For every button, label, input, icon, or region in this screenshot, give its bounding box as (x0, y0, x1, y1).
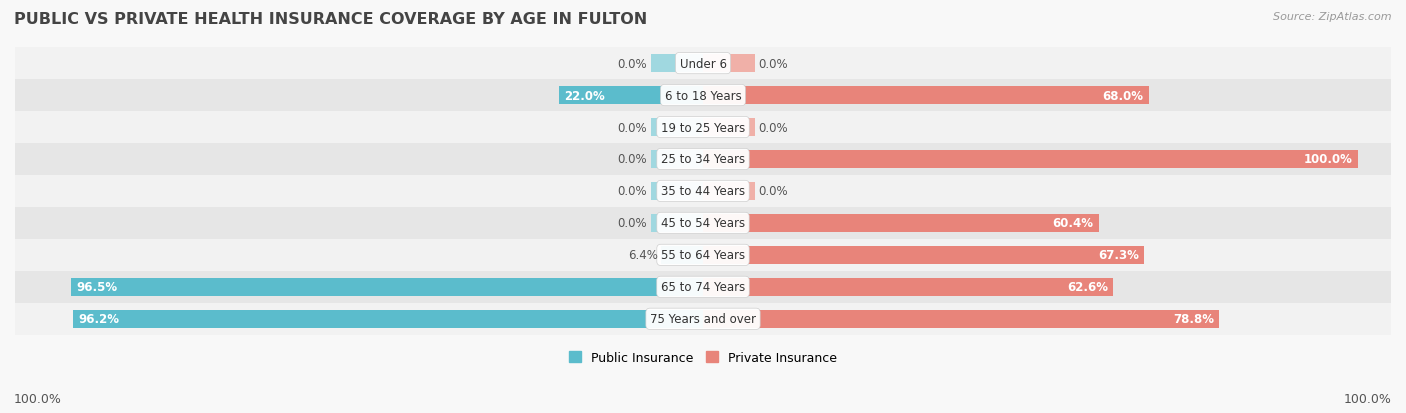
Bar (0, 207, 1406, 239)
Text: 62.6%: 62.6% (1067, 281, 1108, 294)
Bar (703, 278, 1114, 296)
Bar (651, 151, 703, 169)
Text: 0.0%: 0.0% (617, 121, 647, 134)
Text: 0.0%: 0.0% (759, 57, 789, 71)
Bar (703, 55, 755, 73)
Text: 6 to 18 Years: 6 to 18 Years (665, 89, 741, 102)
Bar (703, 247, 1144, 264)
Bar (651, 183, 703, 200)
Text: 0.0%: 0.0% (617, 217, 647, 230)
Bar (0, 239, 1406, 271)
Text: 35 to 44 Years: 35 to 44 Years (661, 185, 745, 198)
Text: 96.5%: 96.5% (76, 281, 117, 294)
Text: 100.0%: 100.0% (1344, 392, 1392, 405)
Text: 0.0%: 0.0% (617, 185, 647, 198)
Text: 100.0%: 100.0% (1305, 153, 1353, 166)
Text: 65 to 74 Years: 65 to 74 Years (661, 281, 745, 294)
Text: 67.3%: 67.3% (1098, 249, 1139, 262)
Bar (661, 247, 703, 264)
Bar (651, 119, 703, 136)
Bar (651, 215, 703, 232)
Bar (0, 271, 1406, 303)
Text: 100.0%: 100.0% (14, 392, 62, 405)
Bar (703, 87, 1149, 104)
Legend: Public Insurance, Private Insurance: Public Insurance, Private Insurance (564, 346, 842, 369)
Text: 22.0%: 22.0% (564, 89, 605, 102)
Bar (703, 215, 1098, 232)
Text: 0.0%: 0.0% (617, 57, 647, 71)
Text: 96.2%: 96.2% (77, 313, 120, 325)
Bar (0, 80, 1406, 112)
Bar (0, 144, 1406, 176)
Bar (703, 119, 755, 136)
Text: 19 to 25 Years: 19 to 25 Years (661, 121, 745, 134)
Text: 6.4%: 6.4% (628, 249, 658, 262)
Bar (703, 151, 1358, 169)
Bar (0, 48, 1406, 80)
Bar (70, 278, 703, 296)
Bar (703, 183, 755, 200)
Bar (651, 55, 703, 73)
Text: 75 Years and over: 75 Years and over (650, 313, 756, 325)
Text: PUBLIC VS PRIVATE HEALTH INSURANCE COVERAGE BY AGE IN FULTON: PUBLIC VS PRIVATE HEALTH INSURANCE COVER… (14, 12, 647, 27)
Bar (0, 112, 1406, 144)
Text: Under 6: Under 6 (679, 57, 727, 71)
Bar (558, 87, 703, 104)
Text: 60.4%: 60.4% (1053, 217, 1094, 230)
Bar (0, 303, 1406, 335)
Text: 0.0%: 0.0% (759, 121, 789, 134)
Bar (703, 310, 1219, 328)
Text: 0.0%: 0.0% (759, 185, 789, 198)
Text: 0.0%: 0.0% (617, 153, 647, 166)
Text: Source: ZipAtlas.com: Source: ZipAtlas.com (1274, 12, 1392, 22)
Text: 55 to 64 Years: 55 to 64 Years (661, 249, 745, 262)
Bar (73, 310, 703, 328)
Text: 78.8%: 78.8% (1173, 313, 1215, 325)
Bar (0, 176, 1406, 207)
Text: 68.0%: 68.0% (1102, 89, 1143, 102)
Text: 45 to 54 Years: 45 to 54 Years (661, 217, 745, 230)
Text: 25 to 34 Years: 25 to 34 Years (661, 153, 745, 166)
